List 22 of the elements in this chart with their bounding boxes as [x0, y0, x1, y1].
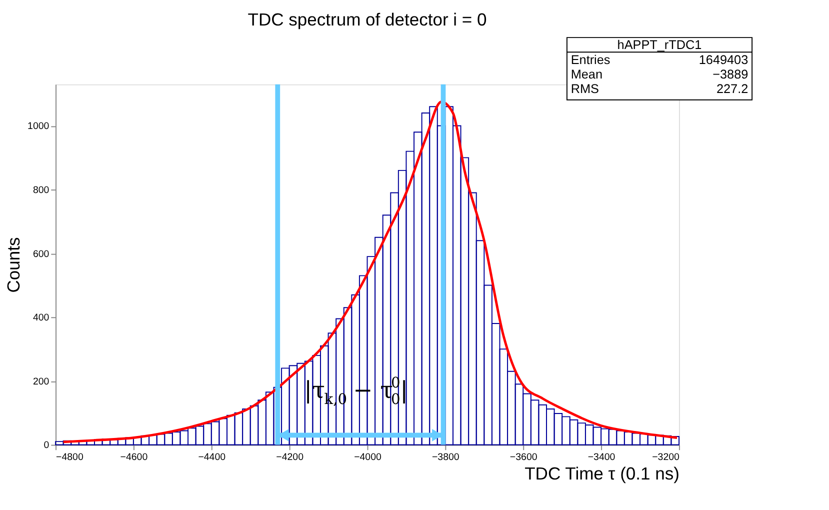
y-axis-title: Counts [4, 237, 24, 293]
text: Mean −3889 [570, 67, 748, 82]
y-tick-label: 600 [32, 248, 50, 260]
y-tick-label: 200 [32, 376, 50, 388]
text: hAPPT_rTDC1 [617, 38, 702, 52]
y-tick-label: 0 [44, 440, 50, 452]
x-tick-label: −3600 [510, 452, 538, 463]
chart-title: TDC spectrum of detector i = 0 [248, 9, 488, 30]
x-tick-label: −3800 [432, 452, 460, 463]
x-tick-label: −4600 [120, 452, 148, 463]
y-tick-label: 800 [32, 184, 50, 196]
text: Entries 1649403 [570, 52, 748, 67]
x-tick-label: −4800 [56, 452, 84, 463]
x-tick-label: −3400 [588, 452, 616, 463]
y-tick-label: 400 [32, 312, 50, 324]
text: RMS 227.2 [570, 82, 748, 96]
x-tick-label: −4400 [198, 452, 226, 463]
x-tick-label: −4000 [354, 452, 382, 463]
y-tick-label: 1000 [28, 121, 50, 132]
x-tick-label: −4200 [276, 452, 304, 463]
x-axis-title: TDC Time τ (0.1 ns) [524, 463, 680, 484]
x-tick-label: −3200 [652, 452, 680, 463]
